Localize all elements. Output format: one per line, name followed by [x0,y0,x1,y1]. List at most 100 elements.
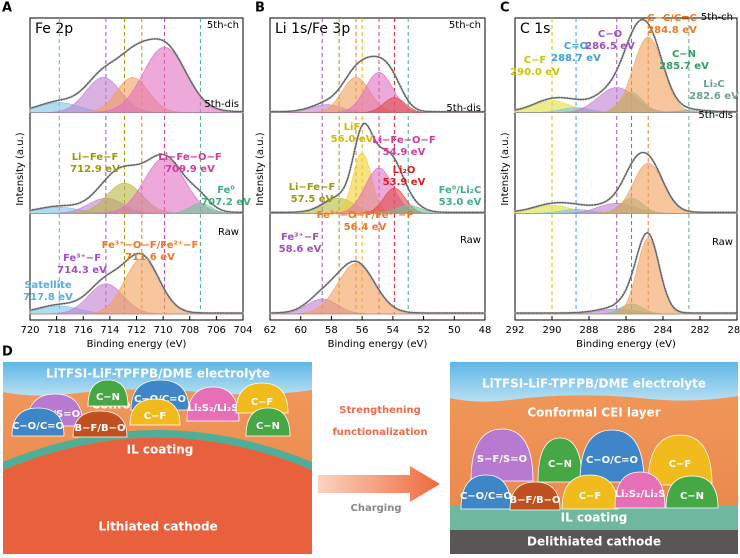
x-tick-label: 710 [154,325,173,336]
peak-energy: 282.6 eV [689,91,739,102]
panel-title: C 1s [520,21,550,37]
peak-label: Li−Fe−O−F [372,135,435,146]
fit-envelope [270,55,485,113]
process-arrow [318,466,440,502]
xps-panel: Li 1s/Fe 3p Intensity (a.u.) Binding energ… [255,17,491,350]
species-blob [87,379,129,407]
il-coating [450,506,738,530]
peak-energy: 714.3 eV [57,265,107,276]
peak-label: Fe⁰ [217,185,235,196]
species-blob [235,382,289,414]
peak-label: LiF [344,122,361,133]
x-tick-label: 50 [448,325,461,336]
x-axis-title: Binding energy (eV) [87,339,187,350]
spectrum-name: 5th-dis [698,110,733,121]
panel-label: B [255,1,265,16]
electrolyte [450,362,738,402]
peak-label: C=O [564,41,588,52]
panel-title: Li 1s/Fe 3p [275,21,350,37]
x-tick-label: 286 [616,325,635,336]
species-label: Li₂S₂/Li₂S [188,403,239,414]
schematic: LiTFSI-LiF-TPFPB/DME electrolyte Conforma… [3,362,738,554]
cei-label: Conformal CEI layer [527,406,660,420]
species-blob [460,474,512,510]
peak-label: Li₂O [393,165,416,176]
x-tick-label: 708 [180,325,199,336]
peak-energy: 707.2 eV [201,197,251,208]
peak-energy: 711.6 eV [125,252,175,263]
peak-energy: 285.7 eV [659,61,709,72]
x-tick-label: 282 [690,325,709,336]
peak-energy: 56.0 eV [331,134,374,145]
fit-envelope [514,152,737,213]
peak-label: Li−Fe−F [289,182,336,193]
peak-energy: 288.7 eV [551,53,601,64]
x-tick-label: 54 [386,325,399,336]
y-axis-title: Intensity (a.u.) [15,132,26,205]
x-tick-label: 60 [294,325,307,336]
species-blob [129,398,181,426]
x-tick-label: 288 [579,325,598,336]
electrolyte [3,362,312,396]
peak-label: Satellite [24,280,72,291]
species-label: C−O/C=O [586,455,638,466]
x-tick-label: 56 [356,325,369,336]
spectrum-name: 5th-dis [446,103,481,114]
spectrum-name: 5th-dis [204,99,239,110]
peak-energy: 57.5 eV [291,194,334,205]
peak-label: C−C/C=C [647,13,697,24]
raw-data [513,231,739,315]
coating-label: IL coating [561,511,628,525]
species-label: C−F [251,397,274,408]
electrolyte-label: LiTFSI-LiF-TPFPB/DME electrolyte [482,377,706,391]
species-label: B−F/B−O [510,495,561,506]
x-tick-label: 62 [264,325,277,336]
y-axis-title: Intensity (a.u.) [500,132,511,205]
xps-panel: C 1s Intensity (a.u.) Binding energy (eV) 2… [500,12,740,350]
species-label: C−O/C=O [460,491,512,502]
species-label: C−N [548,459,572,470]
species-label: C−N [256,421,280,432]
cathode [3,437,312,554]
arrow-title: functionalization [332,427,427,438]
species-label: S−F/S=O [477,454,527,465]
spectrum-name: 5th-ch [207,20,239,31]
spectrum-name: 5th-ch [449,20,481,31]
plot-frame [269,17,486,321]
x-tick-label: 706 [207,325,226,336]
species-blob [470,428,534,482]
fit-component [515,238,737,315]
species-label: C−F [579,491,602,502]
fit-envelope [269,260,485,314]
panel-title: Fe 2p [35,21,73,37]
il-coating [3,430,312,470]
arrow-title: Strengthening [339,405,420,416]
x-tick-label: 52 [417,325,430,336]
species-blob [614,471,666,509]
panel-label: A [2,1,12,16]
cathode-label: Lithiated cathode [98,520,217,534]
x-tick-label: 712 [127,325,146,336]
peak-energy: 58.6 eV [279,244,322,255]
spectrum-name: 5th-ch [701,12,733,23]
species-blob [245,407,291,437]
peak-energy: 712.9 eV [70,164,120,175]
peak-energy: 286.5 eV [585,41,635,52]
panel-label: C [500,1,510,16]
species-blob [579,429,645,483]
peak-energy: 290.0 eV [510,67,560,78]
xps-panel: Fe 2p Intensity (a.u.) Binding energy (eV)… [15,17,253,350]
peak-label: C−N [672,49,696,60]
fit-envelope [29,253,243,314]
x-tick-label: 704 [233,325,252,336]
cathode-label: Delithiated cathode [527,535,661,549]
panel-label: D [2,345,13,360]
peak-label: Li₂C [703,79,725,90]
fit-envelope [270,122,485,213]
species-blob [11,407,65,437]
peak-energy: 54.9 eV [383,147,426,158]
peak-energy: 53.9 eV [383,177,426,188]
peak-energy: 709.9 eV [165,164,215,175]
peak-energy: 56.4 eV [344,222,387,233]
